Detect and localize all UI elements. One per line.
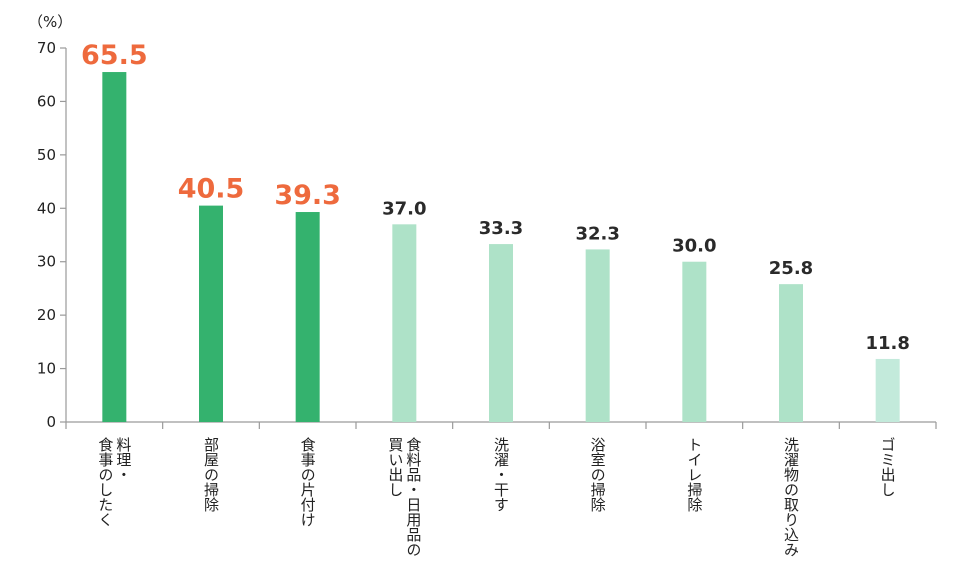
y-tick-label: 10 bbox=[37, 360, 56, 378]
bar bbox=[779, 284, 803, 422]
x-category-label: 浴室の掃除 bbox=[589, 437, 607, 512]
y-tick-label: 40 bbox=[37, 199, 56, 217]
y-tick-label: 60 bbox=[37, 92, 56, 110]
x-category-label: 食事の片付け bbox=[299, 437, 317, 527]
bar bbox=[102, 72, 127, 423]
bar bbox=[682, 261, 707, 422]
bar bbox=[489, 244, 513, 422]
x-category-label: 部屋の掃除 bbox=[202, 437, 220, 512]
y-axis-unit-label: （%） bbox=[28, 13, 72, 31]
x-category-label: 洗濯物の取り込み bbox=[782, 437, 800, 557]
value-labels: 65.5 40.5 39.3 37.0 33.3 32.3 30.0 25.8 11.8 bbox=[81, 40, 910, 354]
bar bbox=[295, 212, 320, 422]
y-tick-label: 70 bbox=[37, 39, 56, 57]
data-label: 33.3 bbox=[479, 218, 523, 239]
x-category-label: ゴミ出し bbox=[879, 437, 897, 497]
data-label: 30.0 bbox=[672, 236, 716, 257]
bar bbox=[585, 249, 610, 422]
y-tick-label: 50 bbox=[37, 146, 56, 164]
data-label: 39.3 bbox=[274, 180, 341, 211]
bar bbox=[875, 358, 900, 422]
data-label: 32.3 bbox=[575, 223, 619, 244]
y-tick-label: 0 bbox=[46, 413, 56, 431]
data-label: 25.8 bbox=[769, 258, 813, 279]
bar bbox=[392, 224, 417, 422]
x-category-label: 料理・ bbox=[114, 437, 132, 482]
data-label: 65.5 bbox=[81, 40, 148, 71]
x-category-label: 洗濯・干す bbox=[492, 437, 510, 512]
bars bbox=[102, 72, 900, 423]
data-label: 37.0 bbox=[382, 198, 426, 219]
y-tick-label: 20 bbox=[37, 306, 56, 324]
data-label: 40.5 bbox=[178, 174, 245, 205]
data-label: 11.8 bbox=[865, 333, 909, 354]
x-category-label: 食料品・日用品の bbox=[404, 437, 422, 557]
y-tick-label: 30 bbox=[37, 253, 56, 271]
bar bbox=[199, 205, 223, 422]
x-category-label: 食事のしたく bbox=[96, 437, 114, 527]
x-category-label: トイレ掃除 bbox=[685, 437, 703, 512]
x-category-label: 買い出し bbox=[386, 437, 404, 497]
